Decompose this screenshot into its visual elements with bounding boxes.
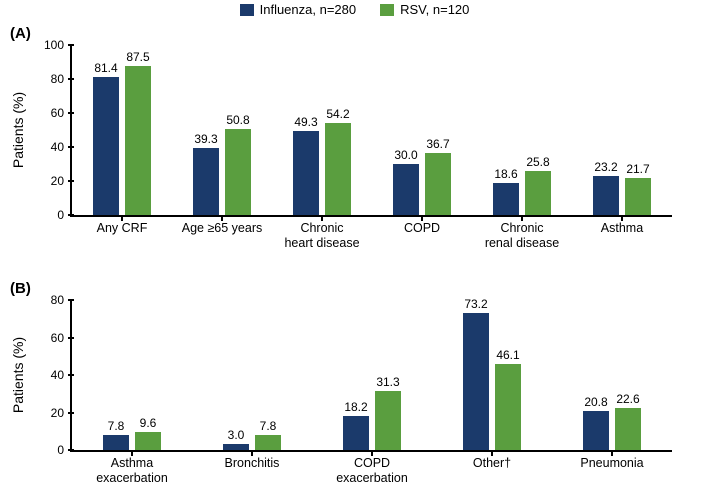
panel-label: (A)	[10, 25, 31, 42]
category-label: Pneumonia	[552, 450, 672, 471]
bar-value-label: 87.5	[126, 50, 149, 64]
bar: 36.7	[425, 153, 451, 215]
y-tick: 0	[57, 208, 72, 222]
category-label: Age ≥65 years	[172, 215, 272, 236]
bar: 87.5	[125, 66, 151, 215]
category-label: COPD	[372, 215, 472, 236]
bar: 39.3	[193, 148, 219, 215]
y-tick: 80	[51, 293, 72, 307]
bar-value-label: 39.3	[194, 132, 217, 146]
bar: 18.6	[493, 183, 519, 215]
y-tick: 20	[51, 174, 72, 188]
bar-value-label: 23.2	[594, 160, 617, 174]
bar-value-label: 22.6	[616, 392, 639, 406]
plot-area: 02040608010081.487.5Any CRF39.350.8Age ≥…	[70, 45, 672, 217]
category-label: Chronicrenal disease	[472, 215, 572, 251]
bar-value-label: 50.8	[226, 113, 249, 127]
bar-value-label: 54.2	[326, 107, 349, 121]
y-tick: 40	[51, 368, 72, 382]
bar: 46.1	[495, 364, 521, 450]
y-tick: 40	[51, 140, 72, 154]
y-tick: 0	[57, 443, 72, 457]
legend-item: Influenza, n=280	[240, 2, 357, 17]
bar-value-label: 73.2	[464, 297, 487, 311]
legend-label: RSV, n=120	[400, 2, 469, 17]
bar: 49.3	[293, 131, 319, 215]
panel-label: (B)	[10, 280, 31, 297]
legend: Influenza, n=280 RSV, n=120	[0, 2, 709, 19]
category-label: Asthmaexacerbation	[72, 450, 192, 486]
y-tick: 100	[44, 38, 72, 52]
bar-value-label: 9.6	[140, 416, 157, 430]
bar-value-label: 21.7	[626, 162, 649, 176]
y-axis-label: Patients (%)	[10, 92, 26, 168]
bar: 25.8	[525, 171, 551, 215]
y-tick: 60	[51, 331, 72, 345]
legend-swatch	[380, 4, 394, 16]
bar-value-label: 30.0	[394, 148, 417, 162]
bar-value-label: 49.3	[294, 115, 317, 129]
bar: 81.4	[93, 77, 119, 215]
category-label: Asthma	[572, 215, 672, 236]
bar: 23.2	[593, 176, 619, 215]
figure: Influenza, n=280RSV, n=120 (A)0204060801…	[0, 0, 709, 501]
bar: 9.6	[135, 432, 161, 450]
bar-value-label: 3.0	[228, 428, 245, 442]
bar: 7.8	[103, 435, 129, 450]
y-tick: 20	[51, 406, 72, 420]
category-label: Any CRF	[72, 215, 172, 236]
bar: 22.6	[615, 408, 641, 450]
bar: 31.3	[375, 391, 401, 450]
legend-swatch	[240, 4, 254, 16]
bar-value-label: 7.8	[260, 419, 277, 433]
bar-value-label: 36.7	[426, 137, 449, 151]
bar: 20.8	[583, 411, 609, 450]
bar-value-label: 46.1	[496, 348, 519, 362]
bar: 73.2	[463, 313, 489, 450]
y-tick: 80	[51, 72, 72, 86]
bar-value-label: 25.8	[526, 155, 549, 169]
legend-item: RSV, n=120	[380, 2, 469, 17]
bar-value-label: 31.3	[376, 375, 399, 389]
y-tick: 60	[51, 106, 72, 120]
bar: 30.0	[393, 164, 419, 215]
plot-area: 0204060807.89.6Asthmaexacerbation3.07.8B…	[70, 300, 672, 452]
bar-value-label: 18.6	[494, 167, 517, 181]
chart-panel: (B)0204060807.89.6Asthmaexacerbation3.07…	[0, 280, 709, 490]
category-label: Other†	[432, 450, 552, 471]
legend-label: Influenza, n=280	[260, 2, 357, 17]
category-label: Bronchitis	[192, 450, 312, 471]
bar-value-label: 7.8	[108, 419, 125, 433]
bar-value-label: 20.8	[584, 395, 607, 409]
chart-panel: (A)02040608010081.487.5Any CRF39.350.8Ag…	[0, 25, 709, 255]
bar-value-label: 81.4	[94, 61, 117, 75]
category-label: COPDexacerbation	[312, 450, 432, 486]
y-axis-label: Patients (%)	[10, 337, 26, 413]
bar-value-label: 18.2	[344, 400, 367, 414]
bar: 50.8	[225, 129, 251, 215]
bar: 18.2	[343, 416, 369, 450]
bar: 54.2	[325, 123, 351, 215]
category-label: Chronicheart disease	[272, 215, 372, 251]
bar: 21.7	[625, 178, 651, 215]
bar: 7.8	[255, 435, 281, 450]
